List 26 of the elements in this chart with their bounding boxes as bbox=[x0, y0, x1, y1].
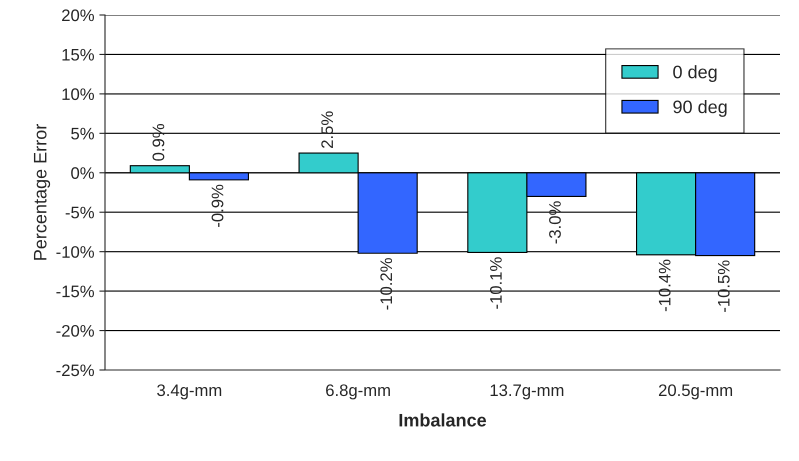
y-tick-label: 15% bbox=[62, 48, 94, 61]
y-tick-label: -25% bbox=[56, 364, 94, 376]
x-tick-label: 3.4g-mm bbox=[157, 384, 222, 400]
data-label: -10.4% bbox=[658, 260, 671, 312]
y-tick-label: 0% bbox=[71, 167, 94, 179]
data-label: -10.5% bbox=[718, 260, 730, 312]
y-tick-label: 5% bbox=[71, 128, 94, 140]
y-tick-label: -5% bbox=[66, 206, 94, 218]
data-label: 2.5% bbox=[321, 111, 334, 148]
y-tick-label: -10% bbox=[56, 246, 94, 258]
data-label: -3.0% bbox=[549, 201, 561, 244]
y-tick-label: -20% bbox=[56, 324, 94, 337]
legend-label: 90 deg bbox=[673, 100, 727, 117]
legend-label: 0 deg bbox=[673, 65, 717, 82]
x-tick-label: 20.5g-mm bbox=[658, 384, 732, 400]
data-label: -10.1% bbox=[490, 257, 502, 309]
y-axis-title: Percentage Error bbox=[34, 124, 50, 260]
data-label: -0.9% bbox=[212, 184, 224, 227]
data-label: 0.9% bbox=[152, 124, 164, 161]
y-tick-label: 20% bbox=[62, 9, 94, 22]
y-tick-label: -15% bbox=[56, 286, 94, 298]
y-tick-label: 10% bbox=[62, 88, 94, 100]
x-tick-label: 13.7g-mm bbox=[490, 384, 564, 400]
x-tick-label: 6.8g-mm bbox=[326, 384, 390, 400]
data-label: -10.2% bbox=[380, 258, 392, 310]
x-axis-title: Imbalance bbox=[400, 413, 486, 427]
